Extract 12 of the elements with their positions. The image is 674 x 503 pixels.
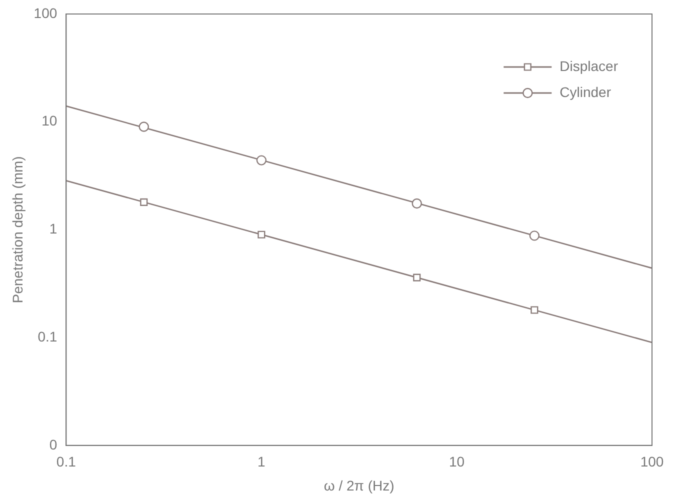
x-tick-label: 100 bbox=[640, 454, 664, 470]
x-tick-label: 10 bbox=[448, 454, 465, 470]
y-tick-label: 100 bbox=[34, 4, 58, 21]
y-axis-title: Penetration depth (mm) bbox=[9, 156, 26, 304]
x-tick-label: 1 bbox=[258, 454, 266, 470]
y-tick-label: 1 bbox=[49, 220, 58, 237]
legend-label: Displacer bbox=[560, 58, 618, 74]
y-tick-label: 10 bbox=[42, 112, 58, 129]
legend-label: Cylinder bbox=[560, 84, 612, 100]
y-tick-label: 0.1 bbox=[38, 328, 58, 344]
y-tick-label: 0 bbox=[49, 436, 58, 452]
x-axis-title: ω / 2π (Hz) bbox=[324, 477, 394, 494]
